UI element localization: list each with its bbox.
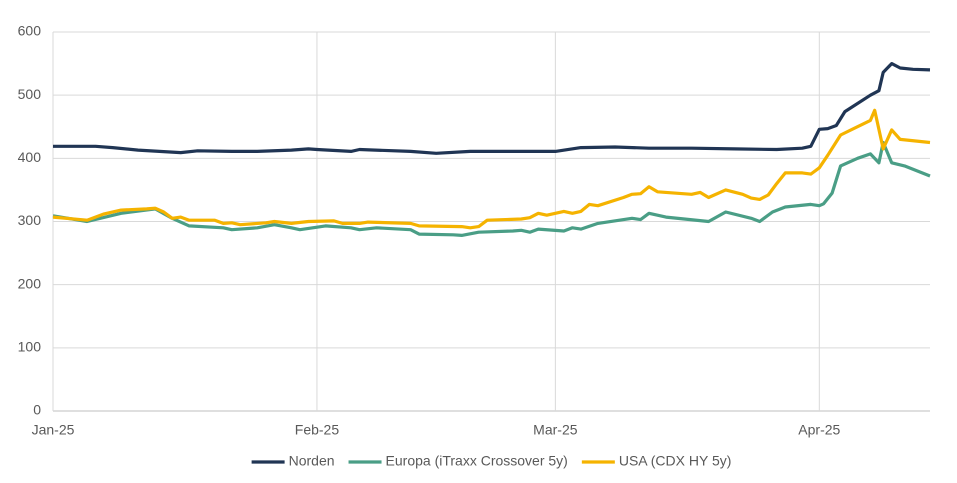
y-tick-label: 0 (33, 402, 41, 418)
x-tick-label: Apr-25 (798, 422, 840, 438)
legend: Norden Europa (iTraxx Crossover 5y) USA (C… (251, 453, 732, 469)
x-tick-label: Feb-25 (295, 422, 340, 438)
legend-label: USA (CDX HY 5y) (619, 453, 732, 469)
series-line (52, 140, 931, 237)
x-tick-label: Jan-25 (32, 422, 75, 438)
x-tick-label: Mar-25 (533, 422, 578, 438)
legend-label: Europa (iTraxx Crossover 5y) (386, 453, 568, 469)
y-tick-label: 200 (18, 275, 42, 291)
series-line (53, 62, 931, 155)
series-line (52, 108, 931, 230)
y-tick-label: 300 (18, 212, 42, 228)
y-tick-label: 500 (18, 86, 42, 102)
y-tick-label: 400 (18, 149, 42, 165)
y-tick-label: 100 (18, 339, 42, 355)
legend-label: Norden (289, 453, 335, 469)
y-tick-label: 600 (18, 23, 42, 39)
